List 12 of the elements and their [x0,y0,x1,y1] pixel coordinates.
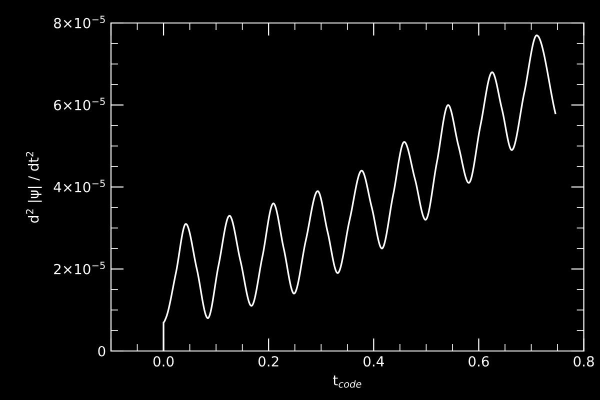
y-tick-label: 0 [98,346,106,356]
y-tick-label: 2×10$^{−5}$ [54,262,105,274]
x-tick-label: 0.0 [153,356,174,367]
y-tick-label: 8×10$^{−5}$ [54,16,105,28]
x-axis-title: t$_{code}$ [333,376,362,388]
y-axis-title: d$^{2}$ |ψ| / dt$^{2}$ [26,152,42,223]
y-tick-label: 6×10$^{−5}$ [54,98,105,110]
x-tick-label: 0.2 [258,356,278,367]
y-tick-label: 4×10$^{−5}$ [54,180,105,192]
x-tick-label: 0.8 [574,356,594,367]
x-tick-label: 0.4 [364,356,384,367]
x-tick-label: 0.6 [468,356,489,367]
